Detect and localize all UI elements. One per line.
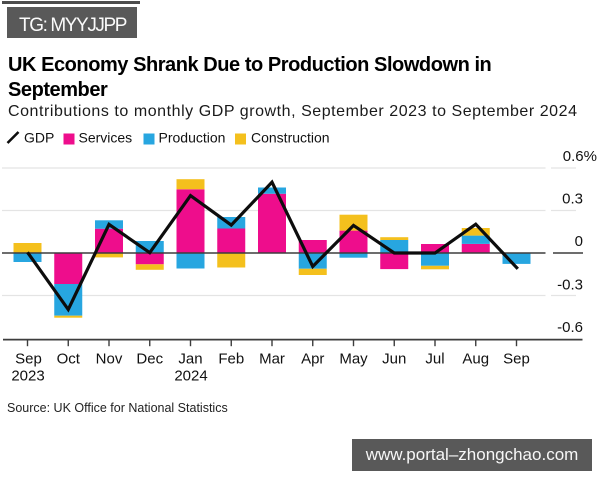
- svg-text:GDP: GDP: [24, 130, 54, 146]
- svg-text:Apr: Apr: [301, 351, 324, 368]
- svg-text:Aug: Aug: [462, 351, 489, 368]
- svg-text:Sep: Sep: [15, 351, 42, 368]
- svg-text:-0.6: -0.6: [557, 319, 583, 336]
- svg-text:Jul: Jul: [425, 351, 444, 368]
- svg-text:Nov: Nov: [96, 351, 123, 368]
- svg-text:0.3: 0.3: [562, 191, 583, 208]
- svg-text:Jun: Jun: [382, 351, 406, 368]
- svg-text:Mar: Mar: [259, 351, 285, 368]
- svg-text:May: May: [339, 351, 368, 368]
- svg-text:2023: 2023: [11, 368, 44, 385]
- svg-text:Oct: Oct: [57, 351, 81, 368]
- svg-text:Jan: Jan: [178, 351, 202, 368]
- svg-text:Services: Services: [79, 130, 133, 146]
- svg-text:Dec: Dec: [136, 351, 163, 368]
- svg-text:2024: 2024: [174, 368, 207, 385]
- svg-text:-0.3: -0.3: [557, 277, 583, 294]
- svg-text:0.6%: 0.6%: [563, 148, 597, 165]
- svg-text:Feb: Feb: [218, 351, 244, 368]
- svg-text:Sep: Sep: [503, 351, 530, 368]
- svg-text:Production: Production: [159, 130, 226, 146]
- svg-text:0: 0: [575, 233, 583, 250]
- svg-text:Construction: Construction: [251, 130, 330, 146]
